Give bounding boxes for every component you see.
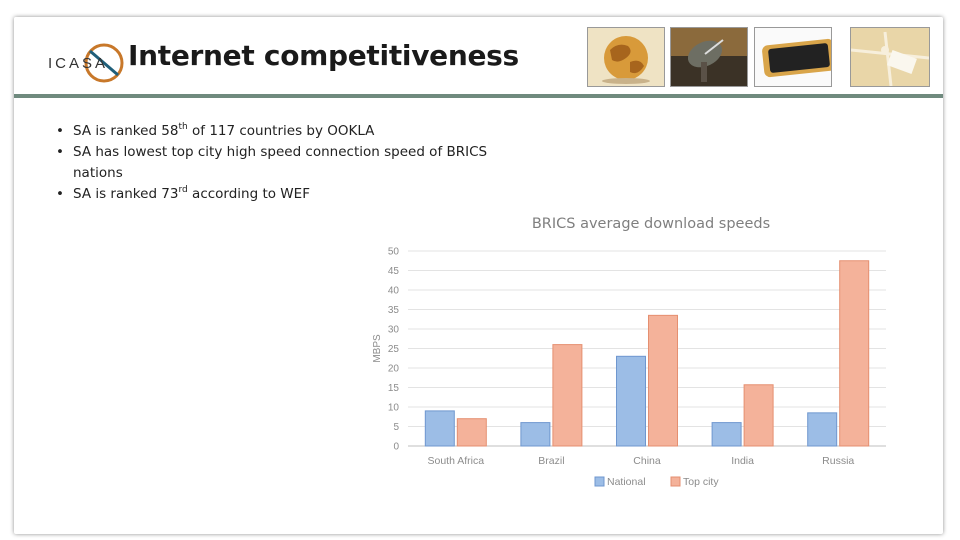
chart-title: BRICS average download speeds	[532, 216, 770, 232]
slide: ICASA Internet competitiveness	[14, 17, 943, 534]
bullet-item: SA is ranked 73rd according to WEF	[56, 184, 496, 205]
x-tick-label: South Africa	[427, 455, 484, 467]
y-tick-label: 10	[388, 403, 400, 414]
bar-national	[424, 410, 455, 447]
x-tick-label: India	[731, 455, 754, 467]
y-tick-label: 25	[388, 344, 400, 355]
page-title: Internet competitiveness	[128, 39, 519, 72]
bar-national	[520, 422, 551, 447]
slide-header: ICASA Internet competitiveness	[14, 17, 943, 95]
bullet-item: SA is ranked 58th of 117 countries by OO…	[56, 121, 496, 142]
bullet-list: SA is ranked 58th of 117 countries by OO…	[56, 121, 496, 205]
y-tick-label: 45	[388, 266, 400, 277]
bar-top-city	[839, 260, 870, 447]
bar-top-city	[648, 314, 678, 447]
globe-image	[587, 27, 665, 87]
legend-label: Top city	[683, 476, 719, 488]
bar-national	[711, 422, 742, 447]
header-rule	[14, 94, 943, 98]
satellite-dish-image	[670, 27, 748, 87]
bar-chart: BRICS average download speeds 0 5 10 15 20 25 3…	[372, 216, 886, 488]
legend-label: National	[607, 476, 646, 488]
bar-top-city	[552, 344, 583, 447]
y-tick-label: 50	[388, 247, 400, 258]
y-tick-label: 35	[388, 305, 400, 316]
legend-swatch	[670, 476, 681, 487]
icasa-logo: ICASA	[48, 43, 124, 83]
bar-top-city	[743, 384, 774, 447]
y-tick-label: 5	[393, 422, 399, 433]
y-tick-label: 20	[388, 364, 400, 375]
smartphone-image	[754, 27, 832, 87]
y-tick-label: 40	[388, 286, 400, 297]
gift-tag-image	[850, 27, 930, 87]
x-tick-label: Russia	[822, 455, 854, 467]
y-axis-label: MBPS	[372, 334, 383, 363]
logo-text: ICASA	[48, 55, 108, 72]
y-tick-label: 15	[388, 383, 400, 394]
x-tick-label: China	[633, 455, 661, 467]
y-tick-label: 30	[388, 325, 400, 336]
bullet-item: SA has lowest top city high speed connec…	[56, 142, 496, 184]
bar-national	[616, 355, 646, 447]
bar-national	[807, 412, 838, 447]
bar-top-city	[456, 418, 487, 447]
legend-swatch	[594, 476, 605, 487]
x-tick-label: Brazil	[538, 455, 564, 467]
y-tick-label: 0	[393, 442, 399, 453]
